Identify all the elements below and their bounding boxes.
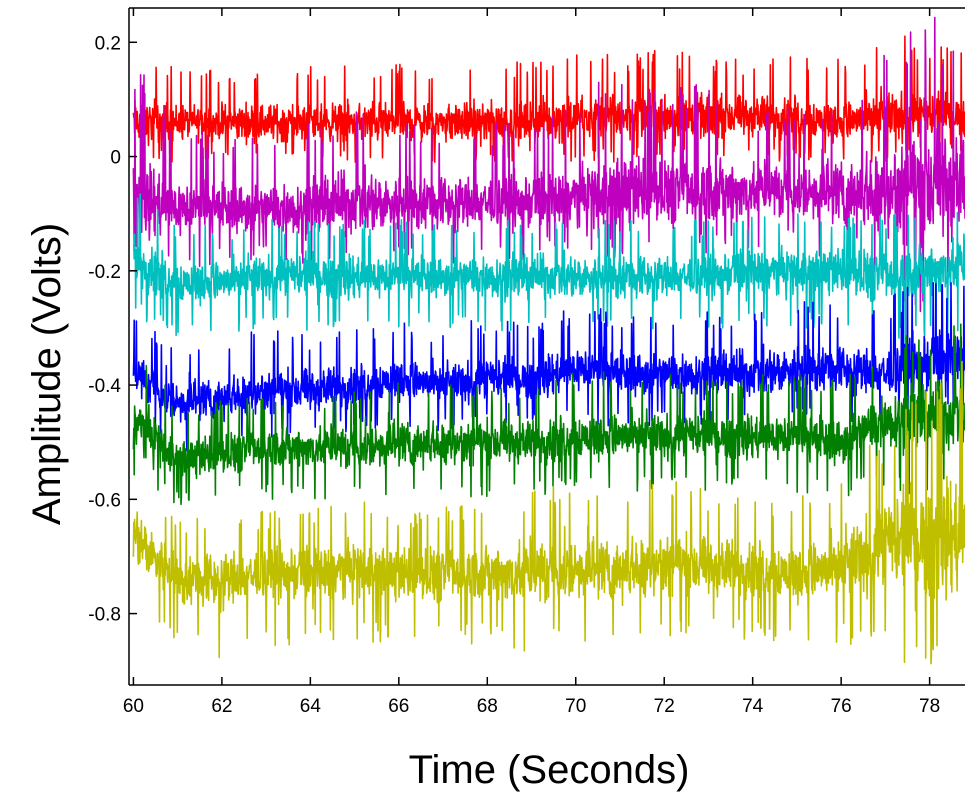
x-tick-label: 66 xyxy=(388,696,409,717)
series-1-line xyxy=(132,16,965,313)
y-tick-label: -0.6 xyxy=(88,490,121,511)
x-tick-label: 68 xyxy=(477,696,498,717)
x-tick-label: 62 xyxy=(211,696,232,717)
series-2 xyxy=(132,193,965,349)
x-tick-label: 72 xyxy=(654,696,675,717)
series-layer xyxy=(132,16,965,665)
series-3 xyxy=(132,282,965,452)
axes: 60 62 64 66 68 70 72 74 76 78 0.2 0 -0.2 -0.4 -0.6 -0.… xyxy=(88,7,965,717)
series-4-line xyxy=(132,323,965,506)
x-tick-label: 60 xyxy=(123,696,144,717)
x-tick-label: 76 xyxy=(831,696,852,717)
y-tick-label: -0.4 xyxy=(88,376,121,397)
series-4 xyxy=(132,323,965,506)
series-0 xyxy=(132,35,965,163)
series-5-line xyxy=(132,360,965,665)
x-tick-label: 78 xyxy=(919,696,940,717)
series-1 xyxy=(132,16,965,313)
x-tick-label: 74 xyxy=(742,696,764,717)
x-axis-label: Time (Seconds) xyxy=(409,748,690,792)
x-tick-label: 70 xyxy=(565,696,586,717)
series-5 xyxy=(132,360,965,665)
x-ticks: 60 62 64 66 68 70 72 74 76 78 xyxy=(123,8,940,717)
series-0-line xyxy=(132,35,965,163)
series-3-line xyxy=(132,282,965,452)
series-2-line xyxy=(132,193,965,349)
y-ticks: 0.2 0 -0.2 -0.4 -0.6 -0.8 xyxy=(88,33,137,626)
y-tick-label: -0.2 xyxy=(88,262,121,283)
x-tick-label: 64 xyxy=(300,696,322,717)
y-tick-label: -0.8 xyxy=(88,605,121,626)
y-tick-label: 0 xyxy=(110,148,121,169)
y-tick-label: 0.2 xyxy=(95,33,121,54)
y-axis-label: Amplitude (Volts) xyxy=(25,223,69,525)
